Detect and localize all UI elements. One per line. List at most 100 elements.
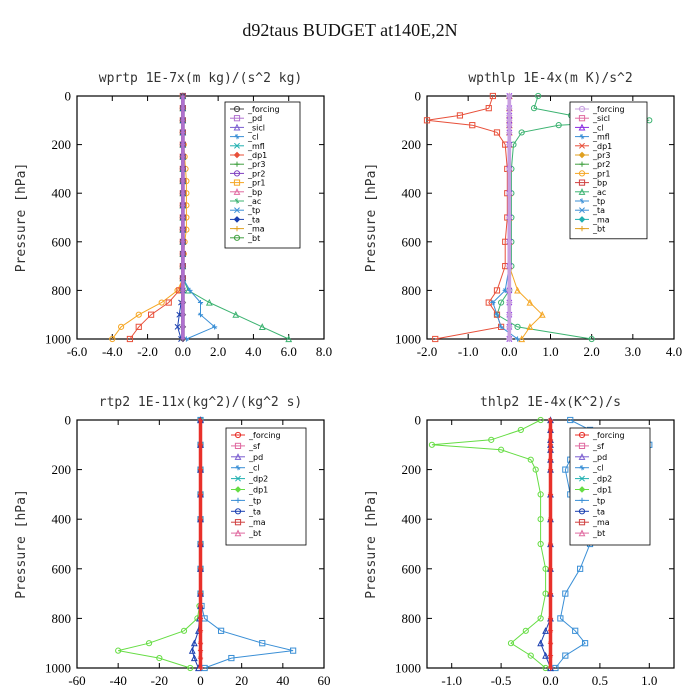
series-point (506, 335, 513, 343)
series-point (197, 541, 204, 547)
legend-label: _bp (247, 188, 262, 197)
legend-marker (578, 188, 586, 195)
series-point (537, 516, 544, 523)
x-tick-label: -0.5 (491, 673, 512, 688)
series-point (180, 142, 186, 148)
series-line (118, 420, 201, 669)
x-tick-label: 40 (276, 673, 289, 688)
series-point (180, 214, 186, 221)
series-point (506, 311, 513, 319)
legend-marker (234, 226, 240, 232)
series-point (180, 178, 186, 184)
x-tick-label: -1.0 (441, 673, 462, 688)
series-line (111, 96, 187, 340)
x-tick-label: -60 (68, 673, 85, 688)
series-point (535, 92, 542, 100)
legend-label: _dp1 (248, 486, 268, 495)
x-tick-label: 6.0 (281, 344, 297, 359)
y-axis-label: Pressure [hPa] (14, 489, 29, 599)
series-point (158, 299, 165, 306)
series-point (180, 202, 186, 208)
series-point (180, 336, 186, 342)
x-tick-label: 4.0 (666, 344, 682, 359)
series-point (506, 129, 513, 136)
series-point (572, 627, 579, 634)
legend-marker (233, 170, 241, 177)
chart-title: wpthlp 1E-4x(m K)/s^2 (468, 71, 632, 86)
legend-marker (233, 105, 241, 113)
series-point (506, 238, 513, 246)
series-point (180, 129, 186, 136)
series-point (180, 239, 186, 245)
series-point (156, 654, 163, 662)
series-point (232, 310, 240, 318)
y-tick-label: 0 (65, 413, 72, 428)
legend-label: _forcing (592, 105, 625, 114)
series-point (428, 441, 436, 448)
series-point (542, 627, 549, 634)
legend-label: _forcing (592, 431, 625, 440)
legend-label: _ma (592, 518, 610, 527)
y-tick-label: 800 (52, 283, 72, 298)
series-point (494, 312, 500, 318)
y-tick-label: 600 (402, 561, 422, 576)
legend-box (225, 427, 307, 546)
series-point (537, 615, 544, 622)
legend-marker (233, 115, 241, 122)
legend-label: _forcing (247, 105, 280, 114)
series-point (197, 467, 204, 473)
legend-label: _pr2 (247, 169, 265, 178)
legend-marker (579, 161, 585, 167)
legend-label: _tp (248, 496, 261, 505)
y-tick-label: 200 (52, 462, 72, 477)
series-point (581, 640, 589, 647)
legend-marker (578, 453, 586, 460)
series-point (180, 251, 186, 257)
series-point (547, 628, 554, 634)
series-point (135, 311, 142, 318)
legend-marker (578, 508, 586, 515)
legend-marker (235, 497, 241, 503)
legend-marker (234, 442, 242, 449)
series-point (562, 466, 569, 473)
series-point (217, 627, 225, 634)
y-tick-label: 0 (415, 413, 422, 428)
series-point (567, 416, 574, 424)
series-point (507, 640, 515, 647)
y-tick-label: 800 (52, 611, 72, 626)
y-tick-label: 600 (52, 561, 72, 576)
series-point (527, 456, 534, 463)
series-point (423, 117, 431, 124)
legend-label: _tp (592, 197, 605, 206)
y-tick-label: 800 (402, 283, 422, 298)
legend-label: _sicl (247, 123, 265, 132)
legend-label: _cl (592, 123, 604, 132)
x-tick-label: 4.0 (245, 344, 261, 359)
legend-label: _bp (592, 179, 607, 188)
series-point (197, 417, 204, 423)
series-point (174, 323, 181, 330)
series-point (135, 323, 142, 330)
series-point (197, 640, 204, 646)
series-point (126, 335, 134, 343)
series-point (518, 335, 526, 343)
series-point (577, 565, 584, 572)
series-point (197, 299, 204, 306)
legend-label: _mfl (247, 142, 265, 151)
x-tick-label: 3.0 (625, 344, 641, 359)
series-point (187, 287, 193, 293)
legend-marker (579, 142, 585, 149)
chart-title: thlp2 1E-4x(K^2)/s (480, 395, 621, 410)
series-point (526, 323, 534, 330)
y-axis-label: Pressure [hPa] (364, 489, 379, 599)
series-point (285, 335, 293, 343)
legend-marker (233, 188, 241, 195)
legend-label: _dp2 (592, 475, 612, 484)
legend-label: _bt (592, 529, 605, 538)
legend-marker (578, 529, 586, 537)
series-point (205, 298, 213, 306)
x-tick-label: 0.0 (542, 673, 558, 688)
series-point (469, 122, 476, 129)
series-point (432, 335, 439, 343)
y-tick-label: 1000 (45, 332, 71, 347)
